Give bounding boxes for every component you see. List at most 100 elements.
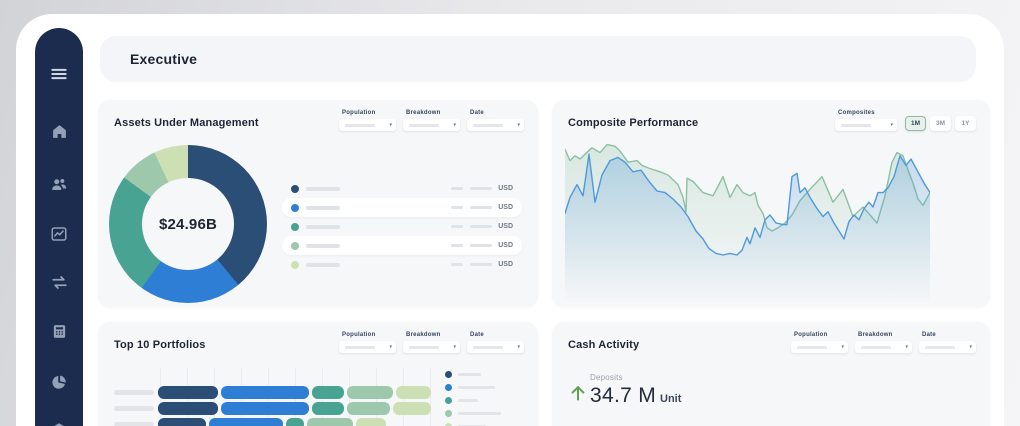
range-toggle: 1M 3M 1Y [905,116,976,131]
top10-legend-row [445,394,501,407]
bar-segment [286,418,304,426]
transfers-icon [50,273,69,295]
aum-legend-row: USD [282,217,522,236]
calculator-icon [51,323,68,343]
bar-segment [347,386,393,399]
population-dropdown[interactable]: ▾ [339,341,396,353]
legend-value-placeholder [451,244,464,247]
portfolio-bar-row [114,386,434,399]
date-dropdown[interactable]: ▾ [467,119,524,131]
legend-dot [291,222,299,231]
chevron-down-icon: ▾ [890,121,893,128]
aum-legend-row: USD [282,198,522,217]
breakdown-dropdown[interactable]: ▾ [403,341,460,353]
sidebar-item-layers[interactable] [46,418,72,426]
legend-value-placeholder [470,206,493,209]
legend-value-placeholder [451,263,464,266]
portfolio-bar-row [114,402,434,415]
dropdown-placeholder [473,345,503,349]
sidebar-item-transfers[interactable] [46,271,72,297]
legend-currency: USD [498,242,513,249]
legend-value-placeholder [470,263,493,266]
bar-segment [307,418,353,426]
date-dropdown[interactable]: ▾ [919,341,976,353]
date-dropdown[interactable]: ▾ [467,341,524,353]
breakdown-dropdown[interactable]: ▾ [403,119,460,131]
legend-dot [445,371,452,378]
legend-value-placeholder [451,187,464,190]
aum-legend-row: USD [282,179,522,198]
bar-segment [312,402,344,415]
top10-legend-row [445,420,501,426]
donut-center-value: $24.96B [158,215,218,233]
chevron-down-icon: ▾ [389,121,392,128]
deposits-value: 34.7 M [590,384,656,407]
deposits-label: Deposits [590,373,623,382]
bar-segment [158,418,206,426]
donut-hole: $24.96B [142,178,234,270]
date-filter-label: Date [470,332,485,338]
legend-label-placeholder [458,412,501,415]
range-button-3m[interactable]: 3M [930,116,951,131]
aum-filters: Population ▾ Breakdown ▾ Date ▾ [339,110,524,131]
legend-value-placeholder [451,225,464,228]
top10-legend-row [445,368,501,381]
legend-label-placeholder [306,262,340,267]
legend-label-placeholder [458,386,495,389]
bar-segment [347,402,390,415]
sidebar-item-home[interactable] [46,120,72,146]
cash-panel: Cash Activity Population ▾ Breakdown ▾ Date ▾… [552,322,990,426]
legend-dot [445,384,452,391]
deposits-metric: Deposits 34.7 M Unit [590,373,681,408]
legend-label-placeholder [458,373,481,376]
breakdown-filter-label: Breakdown [406,332,441,338]
menu-button[interactable] [46,62,72,88]
chevron-down-icon: ▾ [389,343,392,350]
sidebar-item-calculator[interactable] [46,320,72,346]
users-icon [50,175,68,196]
population-filter-label: Population [342,332,376,338]
deposits-unit: Unit [660,393,682,405]
top10-legend-row [445,407,501,420]
population-dropdown[interactable]: ▾ [339,119,396,131]
menu-icon [49,64,69,87]
legend-dot [291,241,299,250]
composites-dropdown[interactable]: ▾ [835,119,897,131]
cash-filters: Population ▾ Breakdown ▾ Date ▾ [791,332,976,353]
population-filter-label: Population [342,110,376,116]
top10-legend [445,368,501,426]
range-button-1y[interactable]: 1Y [955,116,976,131]
composite-chart [564,143,931,303]
aum-donut-chart: $24.96B [109,145,267,303]
breakdown-dropdown[interactable]: ▾ [855,341,912,353]
bar-segment [356,418,386,426]
sidebar-item-clients[interactable] [46,172,72,198]
population-dropdown[interactable]: ▾ [791,341,848,353]
legend-dot [445,423,452,426]
legend-currency: USD [498,204,513,211]
aum-legend-row: USD [282,236,522,255]
dropdown-placeholder [345,123,375,127]
bar-segment [158,386,218,399]
dropdown-placeholder [841,123,871,127]
legend-dot [291,203,299,212]
chevron-down-icon: ▾ [517,343,520,350]
portfolio-bar-row [114,418,389,426]
chevron-down-icon: ▾ [453,121,456,128]
layers-icon [50,421,68,426]
dropdown-placeholder [797,345,827,349]
chevron-down-icon: ▾ [453,343,456,350]
population-filter-label: Population [794,332,828,338]
bar-segment [393,402,431,415]
composite-panel: Composite Performance Composites ▾ 1M 3M 1… [552,100,990,307]
sidebar-item-performance[interactable] [46,222,72,248]
header-bar: Executive [100,36,976,82]
sidebar-item-allocation[interactable] [46,370,72,396]
bar-segment [209,418,283,426]
bar-segment [312,386,344,399]
top10-filters: Population ▾ Breakdown ▾ Date ▾ [339,332,524,353]
bar-segment [158,402,218,415]
range-button-1m[interactable]: 1M [905,116,926,131]
composite-blue-area [565,154,930,303]
composites-label: Composites [838,110,875,116]
